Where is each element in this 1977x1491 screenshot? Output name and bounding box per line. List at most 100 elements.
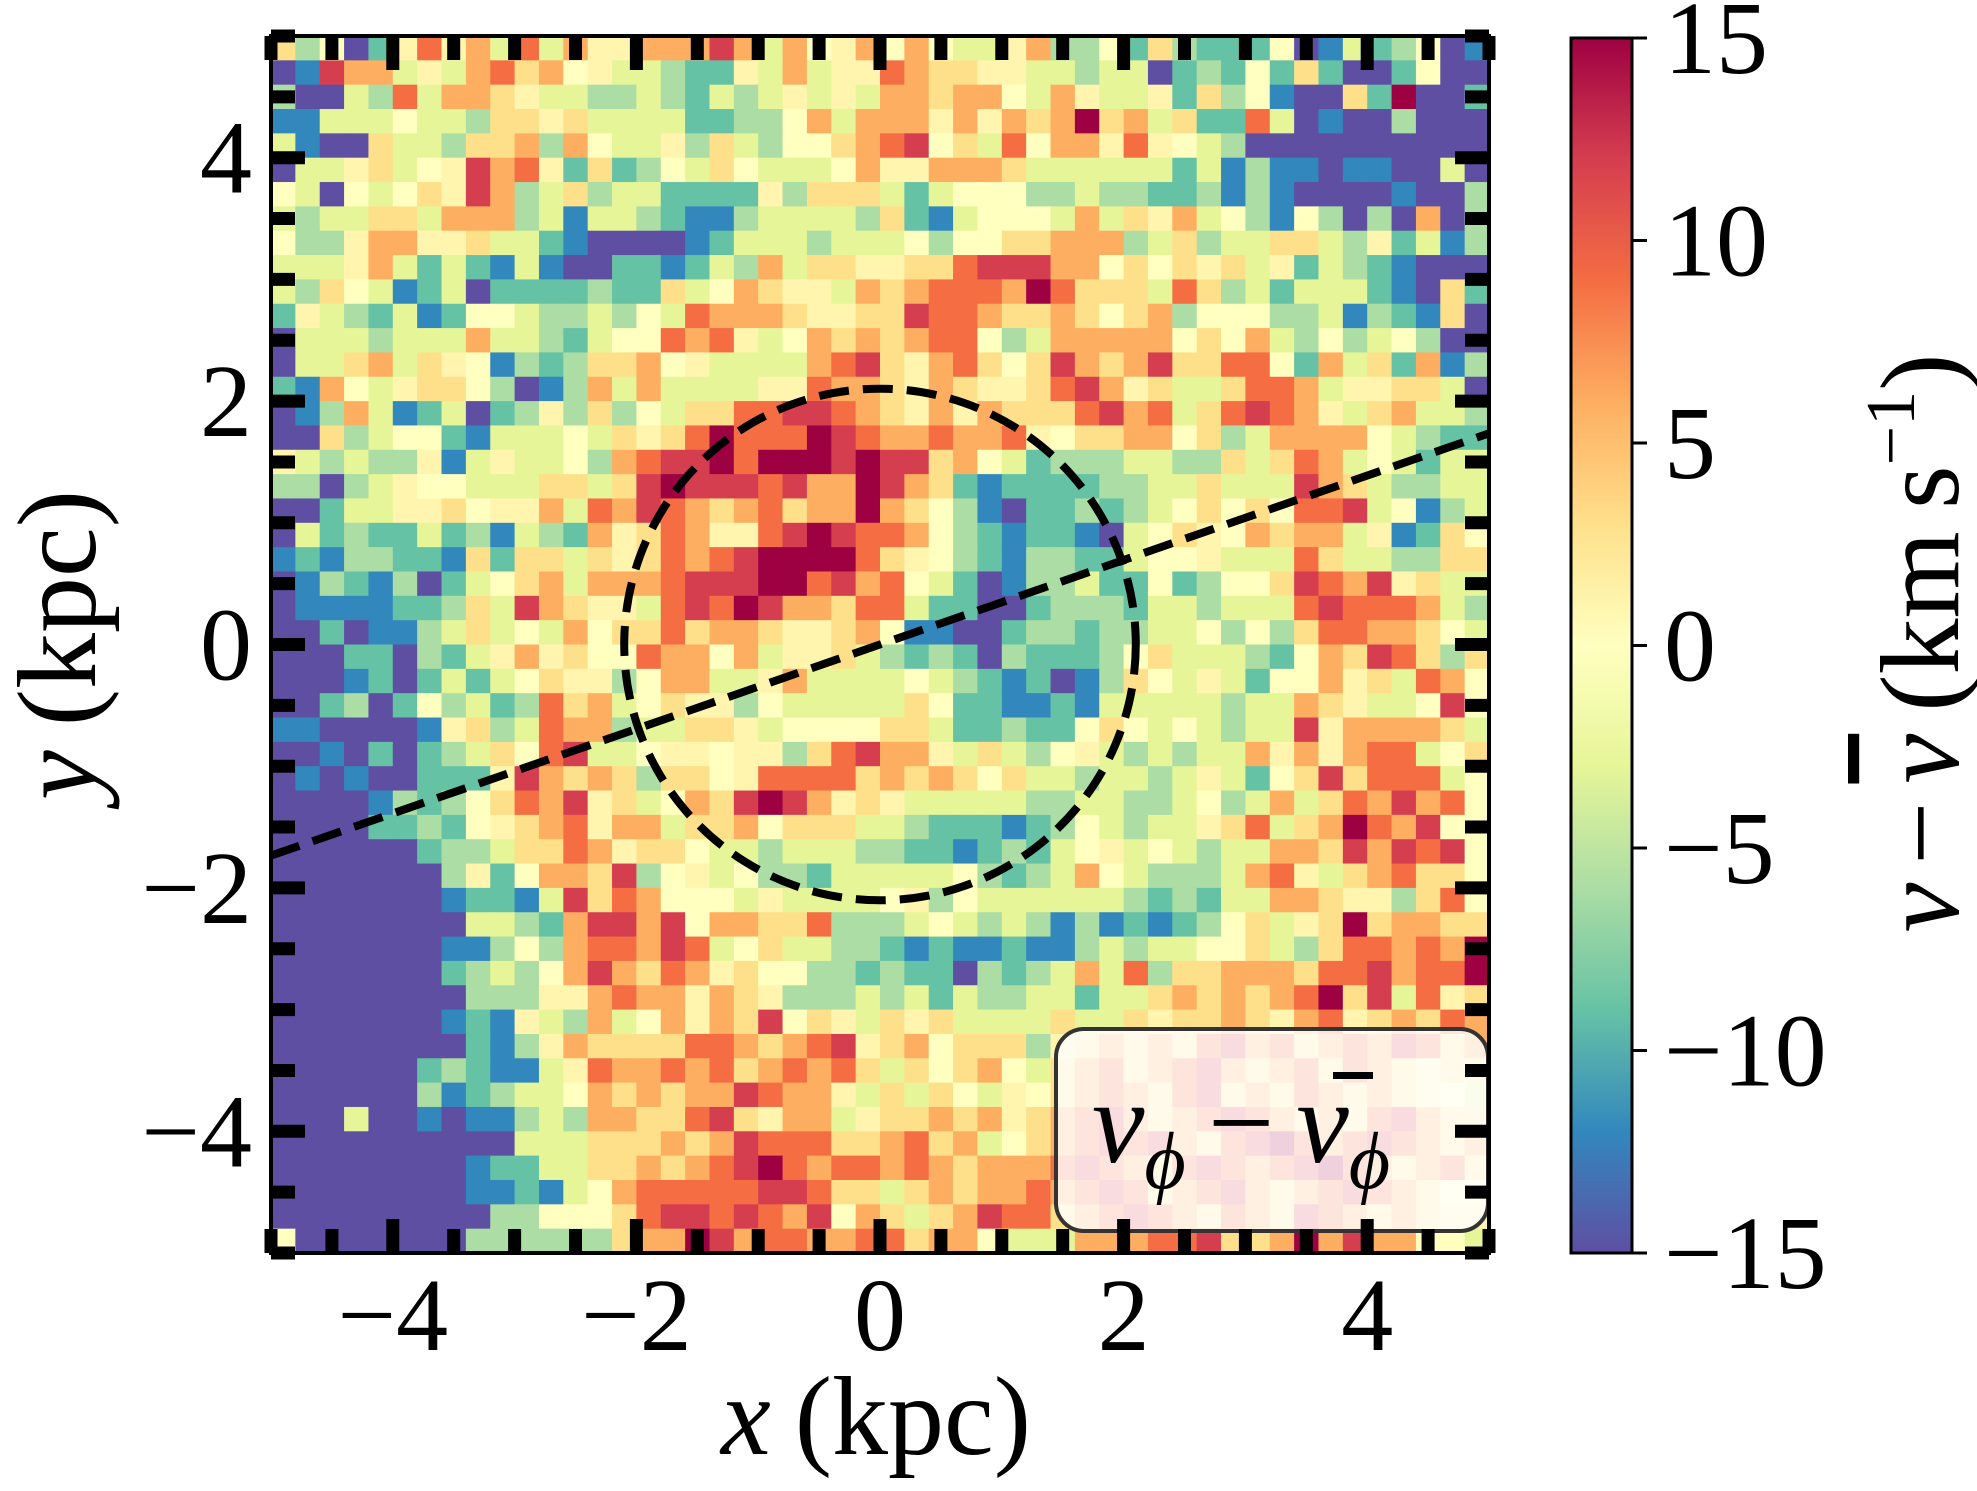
heatmap-cell xyxy=(490,133,516,159)
heatmap-cell xyxy=(1367,912,1393,938)
heatmap-cell xyxy=(392,839,418,865)
heatmap-cell xyxy=(295,960,321,986)
heatmap-cell xyxy=(1050,912,1076,938)
heatmap-cell xyxy=(806,912,832,938)
heatmap-cell xyxy=(1123,401,1149,427)
heatmap-cell xyxy=(368,717,394,743)
heatmap-cell xyxy=(928,741,954,767)
heatmap-cell xyxy=(855,133,881,159)
heatmap-cell xyxy=(465,279,491,305)
heatmap-cell xyxy=(563,693,589,719)
heatmap-cell xyxy=(1221,279,1246,305)
heatmap-cell xyxy=(1415,425,1441,451)
heatmap-cell xyxy=(636,1106,662,1132)
heatmap-cell xyxy=(417,741,443,767)
heatmap-cell xyxy=(855,303,881,329)
heatmap-cell xyxy=(1415,109,1441,134)
heatmap-cell xyxy=(612,960,637,986)
heatmap-cell xyxy=(417,84,443,110)
heatmap-cell xyxy=(855,1179,881,1205)
heatmap-cell xyxy=(758,1106,784,1132)
heatmap-cell xyxy=(1001,84,1027,110)
heatmap-cell xyxy=(1245,182,1271,207)
heatmap-cell xyxy=(490,717,516,743)
heatmap-cell xyxy=(758,279,784,305)
heatmap-cell xyxy=(758,133,784,159)
heatmap-cell xyxy=(319,1082,345,1108)
heatmap-cell xyxy=(271,960,296,986)
heatmap-cell xyxy=(514,303,540,329)
heatmap-cell xyxy=(977,1033,1003,1059)
heatmap-cell xyxy=(1367,595,1393,621)
heatmap-cell xyxy=(880,1033,905,1059)
heatmap-cell xyxy=(417,644,443,670)
heatmap-cell xyxy=(514,157,540,183)
heatmap-cell xyxy=(1269,644,1295,670)
heatmap-cell xyxy=(368,1082,394,1108)
heatmap-cell xyxy=(1318,84,1344,110)
heatmap-cell xyxy=(1440,790,1466,816)
heatmap-cell xyxy=(563,60,589,86)
heatmap-cell xyxy=(417,1228,443,1254)
heatmap-cell xyxy=(660,814,686,840)
heatmap-cell xyxy=(1172,766,1198,792)
heatmap-cell xyxy=(587,1228,613,1254)
heatmap-cell xyxy=(319,230,345,256)
heatmap-cell xyxy=(1342,376,1368,402)
heatmap-cell xyxy=(733,547,759,573)
heatmap-cell xyxy=(928,206,954,232)
heatmap-cell xyxy=(490,960,516,986)
heatmap-cell xyxy=(392,741,418,767)
heatmap-cell xyxy=(1026,1228,1052,1254)
heatmap-cell xyxy=(855,547,881,573)
heatmap-cell xyxy=(1099,474,1125,500)
heatmap-cell xyxy=(928,1155,954,1181)
heatmap-cell xyxy=(1001,1204,1027,1230)
heatmap-cell xyxy=(1074,620,1100,646)
annotations xyxy=(271,384,1489,905)
heatmap-cell xyxy=(1464,60,1490,86)
heatmap-cell xyxy=(636,790,662,816)
heatmap-cell xyxy=(953,474,979,500)
heatmap-cell xyxy=(1269,230,1295,256)
heatmap-cell xyxy=(271,474,296,500)
heatmap-cell xyxy=(904,936,930,962)
heatmap-cell xyxy=(1440,571,1466,597)
heatmap-cell xyxy=(1342,595,1368,621)
colorbar-tick-label: −5 xyxy=(1664,791,1775,906)
heatmap-cell xyxy=(612,206,637,232)
heatmap-cell xyxy=(417,1155,443,1181)
heatmap-cell xyxy=(1026,1155,1052,1181)
heatmap-cell xyxy=(490,912,516,938)
heatmap-cell xyxy=(806,1155,832,1181)
heatmap-cell xyxy=(1221,595,1246,621)
heatmap-cell xyxy=(1391,352,1417,378)
heatmap-cell xyxy=(1294,766,1320,792)
heatmap-cell xyxy=(319,1204,345,1230)
heatmap-cell xyxy=(806,303,832,329)
heatmap-cell xyxy=(1269,255,1295,280)
heatmap-cell xyxy=(1026,741,1052,767)
heatmap-cell xyxy=(319,912,345,938)
heatmap-cell xyxy=(977,133,1003,159)
heatmap-cell xyxy=(1464,303,1490,329)
heatmap-cell xyxy=(587,498,613,524)
heatmap-cell xyxy=(758,449,784,475)
heatmap-cell xyxy=(1269,206,1295,232)
heatmap-cell xyxy=(1099,206,1125,232)
heatmap-cell xyxy=(1074,936,1100,962)
heatmap-cell xyxy=(587,595,613,621)
heatmap-cell xyxy=(392,1155,418,1181)
heatmap-cell xyxy=(441,960,467,986)
heatmap-cell xyxy=(806,474,832,500)
heatmap-cell xyxy=(1074,644,1100,670)
heatmap-cell xyxy=(953,1155,979,1181)
heatmap-cell xyxy=(904,255,930,280)
heatmap-cell xyxy=(1050,303,1076,329)
heatmap-cell xyxy=(733,1131,759,1157)
heatmap-cell xyxy=(441,182,467,207)
heatmap-cell xyxy=(1318,863,1344,889)
colorbar-tick-label: 10 xyxy=(1664,184,1768,299)
heatmap-cell xyxy=(441,328,467,354)
heatmap-cell xyxy=(490,595,516,621)
